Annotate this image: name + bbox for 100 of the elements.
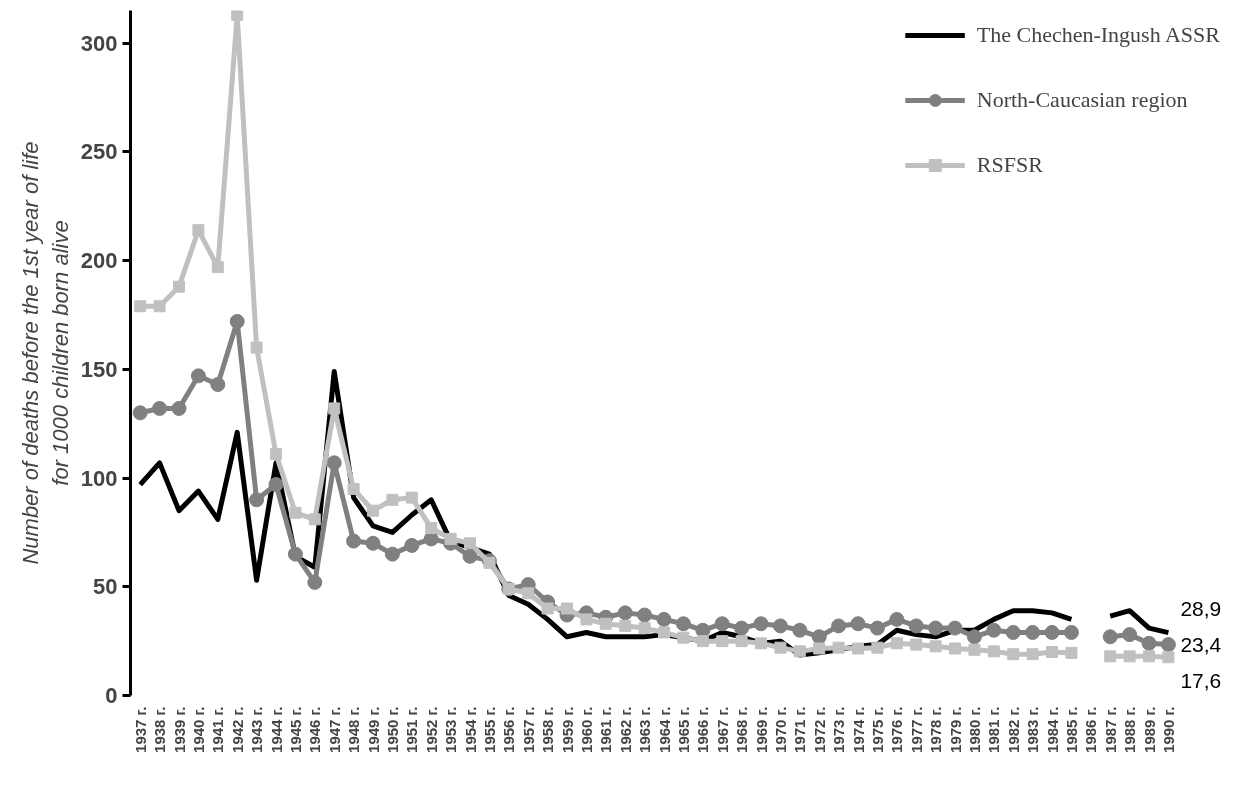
x-tick-label: 1986 г.: [1082, 706, 1100, 753]
point: [561, 602, 574, 615]
point: [908, 618, 924, 634]
point: [425, 522, 438, 535]
x-tick-label: 1961 г.: [597, 706, 615, 753]
point: [347, 482, 360, 495]
x-tick-label: 1979 г.: [946, 706, 964, 753]
x-tick-label: 1940 г.: [189, 706, 207, 753]
x-tick-label: 1966 г.: [694, 706, 712, 753]
x-tick-label: 1990 г.: [1159, 706, 1177, 753]
point: [231, 10, 244, 21]
x-tick-label: 1972 г.: [810, 706, 828, 753]
point: [1141, 635, 1157, 651]
x-tick-label: 1973 г.: [830, 706, 848, 753]
x-tick-label: 1984 г.: [1043, 706, 1061, 753]
point: [152, 400, 168, 416]
point: [229, 313, 245, 329]
point: [367, 504, 379, 517]
x-tick-label: 1981 г.: [985, 706, 1003, 753]
x-tick-label: 1988 г.: [1121, 706, 1139, 753]
x-tick-label: 1949 г.: [364, 706, 382, 753]
x-tick-label: 1944 г.: [267, 706, 285, 753]
point: [753, 616, 769, 632]
legend-label: RSFSR: [976, 152, 1043, 178]
x-tick-label: 1983 г.: [1024, 706, 1042, 753]
point: [929, 640, 942, 653]
point: [308, 513, 321, 526]
x-tick-label: 1964 г.: [655, 706, 673, 753]
point: [444, 532, 457, 545]
legend-label: The Chechen-Ingush ASSR: [976, 22, 1220, 48]
point: [1123, 650, 1136, 663]
point: [270, 448, 282, 461]
point: [735, 635, 748, 648]
point: [522, 587, 535, 600]
x-tick-label: 1948 г.: [345, 706, 363, 753]
x-tick-label: 1939 г.: [170, 706, 188, 753]
point: [268, 477, 284, 493]
y-tick-label: 200: [80, 248, 118, 274]
point: [831, 618, 847, 634]
point: [1143, 650, 1156, 663]
point: [772, 618, 788, 634]
x-tick-label: 1968 г.: [733, 706, 751, 753]
x-tick-label: 1987 г.: [1101, 706, 1119, 753]
point: [734, 620, 750, 636]
data-label: 28,9: [1180, 596, 1222, 620]
x-tick-label: 1951 г.: [403, 706, 421, 753]
x-tick-label: 1956 г.: [500, 706, 518, 753]
y-tick-label: 250: [80, 139, 118, 165]
point: [677, 631, 690, 644]
point: [656, 611, 672, 627]
y-tick-label: 100: [80, 465, 118, 491]
point: [1025, 624, 1041, 640]
point: [1122, 627, 1138, 643]
point: [910, 638, 923, 651]
x-tick-label: 1955 г.: [480, 706, 498, 753]
point: [404, 537, 420, 553]
x-tick-label: 1962 г.: [616, 706, 634, 753]
point: [1026, 648, 1039, 661]
point: [346, 533, 362, 549]
x-tick-label: 1989 г.: [1140, 706, 1158, 753]
point: [755, 637, 768, 650]
x-tick-label: 1969 г.: [752, 706, 770, 753]
point: [249, 492, 265, 508]
point: [1007, 648, 1020, 661]
point: [947, 620, 963, 636]
point: [716, 635, 729, 648]
point: [1046, 646, 1059, 659]
x-tick-label: 1970 г.: [771, 706, 789, 753]
point: [134, 300, 147, 313]
point: [889, 611, 905, 627]
point: [869, 620, 885, 636]
x-tick-label: 1975 г.: [868, 706, 886, 753]
point: [192, 224, 205, 237]
x-tick-label: 1974 г.: [849, 706, 867, 753]
point: [774, 641, 787, 654]
x-tick-label: 1967 г.: [713, 706, 731, 753]
point: [365, 535, 381, 551]
point: [617, 605, 633, 621]
point: [968, 643, 981, 656]
x-tick-label: 1959 г.: [558, 706, 576, 753]
x-tick-label: 1942 г.: [228, 706, 246, 753]
point: [986, 622, 1002, 638]
point: [171, 400, 187, 416]
data-label: 17,6: [1180, 669, 1222, 693]
point: [832, 641, 845, 654]
x-tick-label: 1982 г.: [1004, 706, 1022, 753]
point: [966, 629, 982, 645]
point: [173, 280, 185, 293]
x-tick-label: 1950 г.: [383, 706, 401, 753]
point: [658, 626, 671, 639]
point: [211, 261, 224, 274]
x-tick-label: 1953 г.: [442, 706, 460, 753]
x-tick-label: 1957 г.: [519, 706, 537, 753]
point: [287, 546, 303, 562]
point: [1104, 650, 1117, 663]
x-tick-label: 1977 г.: [907, 706, 925, 753]
y-axis-title: Number of deaths before the 1st year of life for 1000 children born alive: [17, 141, 73, 565]
point: [928, 620, 944, 636]
point: [890, 637, 903, 650]
point: [464, 537, 477, 550]
